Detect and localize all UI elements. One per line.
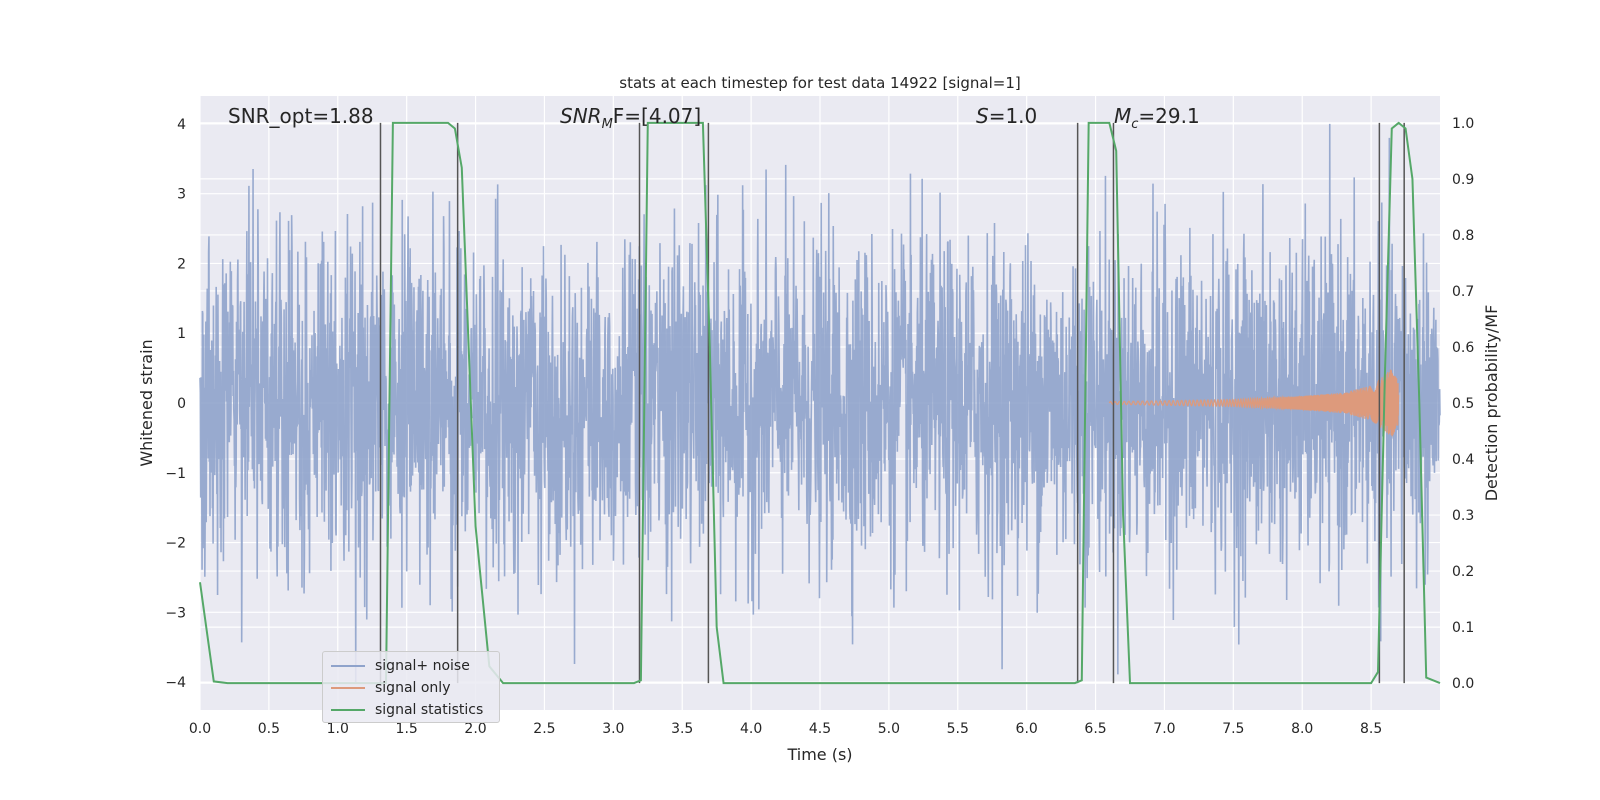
x-tick-label: 4.5 bbox=[809, 721, 831, 737]
y2-tick-label: 1.0 bbox=[1452, 116, 1474, 132]
x-tick-label: 1.5 bbox=[396, 721, 418, 737]
y-tick-label: 1 bbox=[177, 326, 186, 342]
y2-tick-label: 0.9 bbox=[1452, 172, 1474, 188]
legend-swatch-signal-noise bbox=[331, 665, 365, 667]
x-tick-label: 2.5 bbox=[533, 721, 555, 737]
y-tick-label: 2 bbox=[177, 256, 186, 272]
legend-item-signal-noise: signal+ noise bbox=[331, 655, 470, 677]
annotation-s: S=1.0 bbox=[976, 104, 1037, 128]
x-tick-label: 5.0 bbox=[878, 721, 900, 737]
y-tick-label: −1 bbox=[165, 466, 186, 482]
chirp-layer bbox=[1108, 369, 1400, 437]
annotation-mc-subscript: c bbox=[1131, 117, 1138, 132]
y2-tick-label: 0.7 bbox=[1452, 284, 1474, 300]
x-tick-label: 1.0 bbox=[327, 721, 349, 737]
annotation-mc: Mc=29.1 bbox=[1114, 104, 1200, 132]
legend-item-signal-only: signal only bbox=[331, 677, 450, 699]
annotation-mc-value: =29.1 bbox=[1138, 104, 1199, 128]
y-tick-label: −4 bbox=[165, 675, 186, 691]
y2-tick-label: 0.4 bbox=[1452, 452, 1474, 468]
y2-tick-label: 0.1 bbox=[1452, 620, 1474, 636]
legend-label-signal-noise: signal+ noise bbox=[375, 658, 470, 674]
x-tick-label: 6.0 bbox=[1016, 721, 1038, 737]
y2-tick-label: 0.6 bbox=[1452, 340, 1474, 356]
x-tick-label: 5.5 bbox=[947, 721, 969, 737]
chart-title: stats at each timestep for test data 149… bbox=[619, 74, 1020, 92]
vline-layer bbox=[379, 122, 1405, 684]
y-axis-label: Whitened strain bbox=[137, 339, 156, 466]
x-tick-label: 4.0 bbox=[740, 721, 762, 737]
y2-tick-label: 0.2 bbox=[1452, 564, 1474, 580]
legend: signal+ noise signal only signal statist… bbox=[322, 651, 500, 723]
legend-label-signal-only: signal only bbox=[375, 680, 451, 696]
y2-tick-label: 0.8 bbox=[1452, 228, 1474, 244]
y-tick-label: 0 bbox=[177, 396, 186, 412]
annotation-snr-mf: SNRMF=[4.07] bbox=[560, 104, 701, 132]
y-tick-label: −2 bbox=[165, 536, 186, 552]
y2-tick-label: 0.0 bbox=[1452, 676, 1474, 692]
x-tick-label: 0.5 bbox=[258, 721, 280, 737]
series-signal-statistics bbox=[199, 121, 1441, 685]
tick-layer: 0.0 0.5 1.0 1.5 2.0 2.5 3.0 3.5 4.0 4.5 5.0 5.5 6.0 6… bbox=[165, 116, 1474, 737]
x-tick-label: 8.0 bbox=[1291, 721, 1313, 737]
y-tick-label: −3 bbox=[165, 605, 186, 621]
x-tick-label: 3.0 bbox=[602, 721, 624, 737]
legend-label-signal-statistics: signal statistics bbox=[375, 702, 484, 718]
annotation-snr-mf-subscript: M bbox=[602, 117, 613, 132]
x-axis-label: Time (s) bbox=[786, 745, 852, 764]
annotation-s-symbol: S bbox=[976, 104, 989, 128]
x-tick-label: 3.5 bbox=[671, 721, 693, 737]
x-tick-label: 2.0 bbox=[464, 721, 486, 737]
x-tick-label: 7.0 bbox=[1153, 721, 1175, 737]
y2-tick-label: 0.5 bbox=[1452, 396, 1474, 412]
y-tick-label: 4 bbox=[177, 117, 186, 133]
x-tick-label: 7.5 bbox=[1222, 721, 1244, 737]
x-tick-label: 8.5 bbox=[1360, 721, 1382, 737]
annotation-snr-mf-value: F=[4.07] bbox=[613, 104, 701, 128]
y2-axis-label: Detection probability/MF bbox=[1482, 305, 1501, 502]
x-tick-label: 0.0 bbox=[189, 721, 211, 737]
legend-swatch-signal-statistics bbox=[331, 709, 365, 711]
annotation-snr-mf-symbol: SNR bbox=[560, 104, 602, 128]
x-tick-label: 6.5 bbox=[1084, 721, 1106, 737]
series-signal-only bbox=[1108, 369, 1400, 437]
annotation-s-value: =1.0 bbox=[989, 104, 1038, 128]
y-tick-label: 3 bbox=[177, 187, 186, 203]
noise-layer bbox=[199, 123, 1441, 683]
legend-item-signal-statistics: signal statistics bbox=[331, 699, 483, 721]
y2-tick-label: 0.3 bbox=[1452, 508, 1474, 524]
legend-swatch-signal-only bbox=[331, 687, 365, 689]
annotation-mc-symbol: M bbox=[1114, 104, 1131, 128]
series-signal-noise bbox=[199, 123, 1441, 683]
stat-layer bbox=[199, 121, 1441, 685]
annotation-snr-opt: SNR_opt=1.88 bbox=[228, 104, 374, 128]
